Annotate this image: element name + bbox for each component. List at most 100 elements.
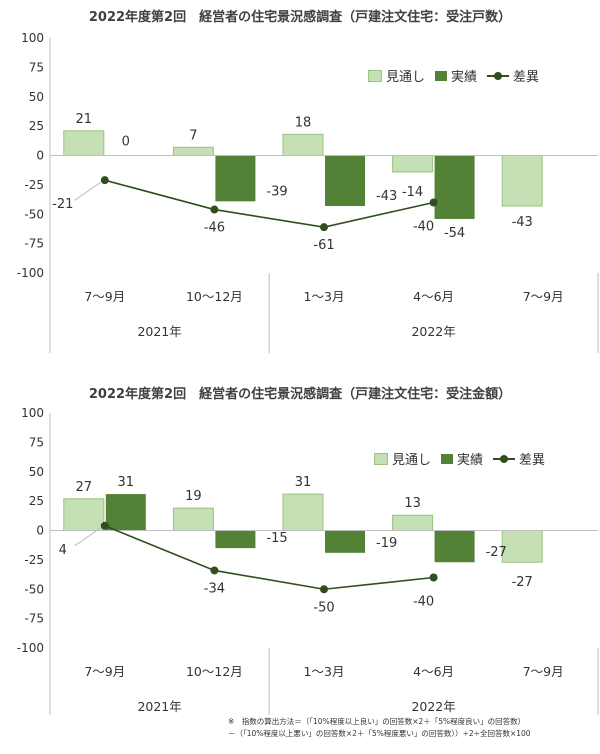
- forecast-data-label: -14: [402, 185, 423, 200]
- forecast-data-label: -43: [512, 215, 533, 230]
- diff-line-swatch: [493, 454, 516, 464]
- legend-label: 見通し: [392, 453, 432, 468]
- legend-item-diff: 差異: [493, 449, 545, 468]
- diff-data-label: -46: [204, 221, 225, 236]
- chart-title: 2022年度第2回 経営者の住宅景況感調査（戸建注文住宅：受注戸数）: [88, 10, 512, 25]
- y-tick-label: 75: [29, 60, 44, 74]
- forecast-data-label: 13: [404, 496, 421, 511]
- diff-data-label: -40: [413, 595, 434, 610]
- forecast-data-label: -27: [512, 575, 533, 590]
- y-tick-label: 100: [21, 406, 44, 420]
- x-tick-label: 1～3月: [304, 289, 345, 304]
- y-tick-label: 25: [29, 119, 44, 133]
- y-tick-label: -50: [24, 582, 44, 596]
- actual-bar: [105, 494, 146, 531]
- forecast-data-label: 21: [76, 112, 93, 127]
- diff-point: [210, 566, 219, 575]
- x-tick-label: 4～6月: [413, 664, 454, 679]
- forecast-bar: [392, 155, 434, 173]
- note-line: －（「10%程度以上悪い」の回答数×2＋「5%程度悪い」の回答数））÷2÷全回答…: [228, 729, 531, 738]
- actual-swatch: [441, 453, 454, 464]
- forecast-swatch: [374, 452, 388, 465]
- diff-data-label: 4: [59, 543, 67, 558]
- diff-point: [100, 176, 109, 185]
- actual-bar: [434, 530, 475, 563]
- diff-point: [320, 223, 328, 232]
- x-tick-label: 7～9月: [523, 289, 564, 304]
- year-group-label: 2022年: [411, 699, 455, 714]
- x-tick-label: 7～9月: [84, 289, 125, 304]
- chart-legend: 見通し 実績 差異: [374, 449, 555, 468]
- actual-data-label: -19: [376, 536, 397, 551]
- actual-data-label: 0: [122, 135, 130, 150]
- forecast-data-label: 7: [189, 128, 197, 143]
- diff-point: [210, 205, 219, 214]
- legend-label: 実績: [451, 70, 478, 85]
- actual-data-label: 31: [118, 475, 135, 490]
- chart-legend: 見通し 実績 差異: [368, 66, 549, 85]
- diff-series-line: [104, 179, 434, 228]
- label-leader-line: [74, 181, 102, 201]
- diff-line-swatch: [487, 71, 510, 81]
- y-tick-label: -100: [17, 266, 44, 280]
- year-group-label: 2022年: [411, 324, 455, 339]
- diff-point: [320, 585, 328, 594]
- legend-item-actual: 実績: [441, 449, 483, 468]
- x-tick-label: 10～12月: [186, 289, 243, 304]
- x-tick-label: 1～3月: [304, 664, 345, 679]
- x-tick-label: 7～9月: [84, 664, 125, 679]
- x-tick-label: 7～9月: [523, 664, 564, 679]
- forecast-bar: [501, 155, 543, 207]
- actual-data-label: -15: [266, 531, 287, 546]
- forecast-data-label: 19: [185, 489, 202, 504]
- diff-series-line: [104, 525, 434, 591]
- legend-label: 見通し: [386, 70, 426, 85]
- y-tick-label: 100: [21, 31, 44, 45]
- legend-label: 実績: [457, 453, 484, 468]
- diff-data-label: -40: [413, 220, 434, 235]
- diff-point: [429, 573, 438, 582]
- diff-data-label: -50: [313, 600, 334, 615]
- diff-data-label: -61: [313, 238, 334, 253]
- forecast-bar: [282, 493, 324, 531]
- x-tick-label: 10～12月: [186, 664, 243, 679]
- legend-item-forecast: 見通し: [374, 449, 431, 468]
- y-tick-label: 25: [29, 494, 44, 508]
- year-group-label: 2021年: [137, 324, 181, 339]
- actual-swatch: [435, 70, 448, 81]
- actual-bar: [215, 530, 256, 549]
- forecast-bar: [282, 133, 324, 157]
- actual-data-label: -39: [266, 184, 287, 199]
- chart-plot-area: 100 75 50 25 0 -25 -50 -75 -100 7～9月 10～12月 1～3月 4～6…: [17, 31, 599, 353]
- calculation-note: ※ 指数の算出方法＝（「10%程度以上良い」の回答数×2＋「5%程度良い」の回答…: [228, 716, 598, 740]
- forecast-data-label: 18: [295, 115, 312, 130]
- actual-data-label: -43: [376, 189, 397, 204]
- diff-point: [100, 521, 109, 530]
- y-tick-label: -75: [24, 237, 44, 251]
- note-line: ※ 指数の算出方法＝（「10%程度以上良い」の回答数×2＋「5%程度良い」の回答…: [228, 717, 526, 726]
- actual-bar: [325, 530, 365, 553]
- forecast-bar: [501, 530, 543, 563]
- y-tick-label: -100: [17, 641, 44, 655]
- forecast-bar: [172, 507, 214, 532]
- y-tick-label: 0: [36, 149, 44, 163]
- actual-bar: [325, 155, 365, 207]
- legend-item-actual: 実績: [435, 66, 477, 85]
- forecast-bar: [392, 514, 434, 532]
- actual-data-label: -27: [486, 545, 507, 560]
- forecast-bar: [63, 498, 105, 532]
- forecast-bar: [63, 130, 105, 156]
- y-tick-label: -25: [24, 178, 44, 192]
- y-tick-label: -50: [24, 207, 44, 221]
- legend-item-diff: 差異: [487, 66, 539, 85]
- legend-label: 差異: [519, 453, 546, 468]
- y-tick-label: 50: [29, 465, 44, 479]
- diff-data-label: -34: [204, 581, 225, 596]
- legend-item-forecast: 見通し: [368, 66, 425, 85]
- y-tick-label: 75: [29, 435, 44, 449]
- forecast-data-label: 27: [76, 480, 93, 495]
- x-tick-label: 4～6月: [413, 289, 454, 304]
- y-tick-label: -25: [24, 553, 44, 567]
- label-leader-line: [74, 527, 102, 547]
- y-tick-label: 0: [36, 524, 44, 538]
